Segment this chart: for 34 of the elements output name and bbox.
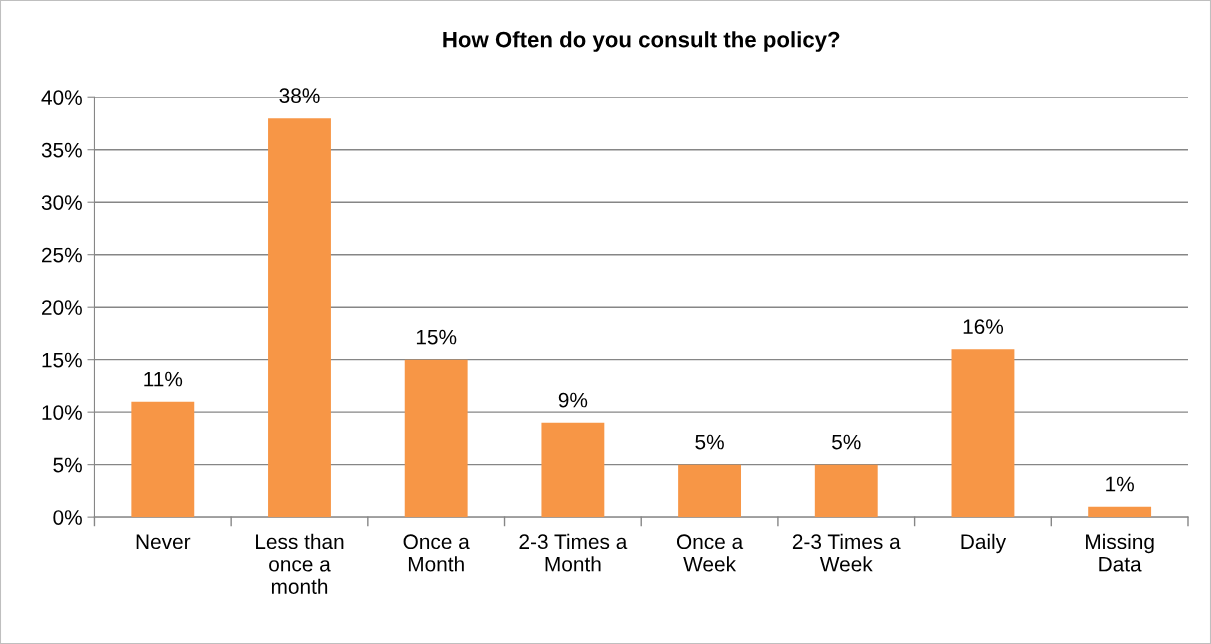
x-tick-label: 2-3 Times a Month: [519, 533, 628, 572]
y-tick-label: 20%: [42, 300, 82, 315]
bar: [268, 118, 331, 518]
bar: [678, 464, 742, 518]
data-label: 5%: [832, 434, 861, 450]
chart-title: How Often do you consult the policy?: [443, 31, 840, 52]
bar: [814, 464, 878, 518]
data-label: 1%: [1106, 476, 1134, 492]
bar: [541, 422, 605, 518]
y-tick-label: 15%: [42, 352, 82, 368]
data-label: 5%: [695, 434, 724, 450]
data-label: 38%: [279, 88, 320, 104]
bar: [404, 359, 468, 518]
data-label: 9%: [558, 392, 588, 408]
x-tick-label: Missing Data: [1086, 533, 1154, 572]
x-tick-label: Daily: [961, 533, 1007, 554]
y-tick-label: 5%: [53, 457, 82, 473]
y-tick-label: 10%: [42, 405, 82, 420]
x-tick-label: Once a Month: [403, 534, 470, 572]
x-tick-label: Never: [136, 534, 191, 550]
bar: [1088, 506, 1152, 518]
data-label: 15%: [416, 329, 457, 345]
data-label: 16%: [963, 319, 1004, 334]
y-tick-label: 35%: [41, 142, 82, 158]
x-tick-label: 2-3 Times a Week: [792, 533, 901, 572]
y-tick-label: 40%: [41, 90, 82, 105]
x-tick-label: Once a Week: [676, 534, 744, 572]
bar: [951, 349, 1015, 518]
x-tick-label: Less than once a month: [256, 533, 344, 594]
y-tick-label: 0%: [53, 510, 82, 525]
y-tick-label: 25%: [42, 247, 82, 263]
bar: [131, 401, 195, 518]
data-label: 11%: [144, 371, 183, 387]
y-tick-label: 30%: [41, 195, 82, 210]
